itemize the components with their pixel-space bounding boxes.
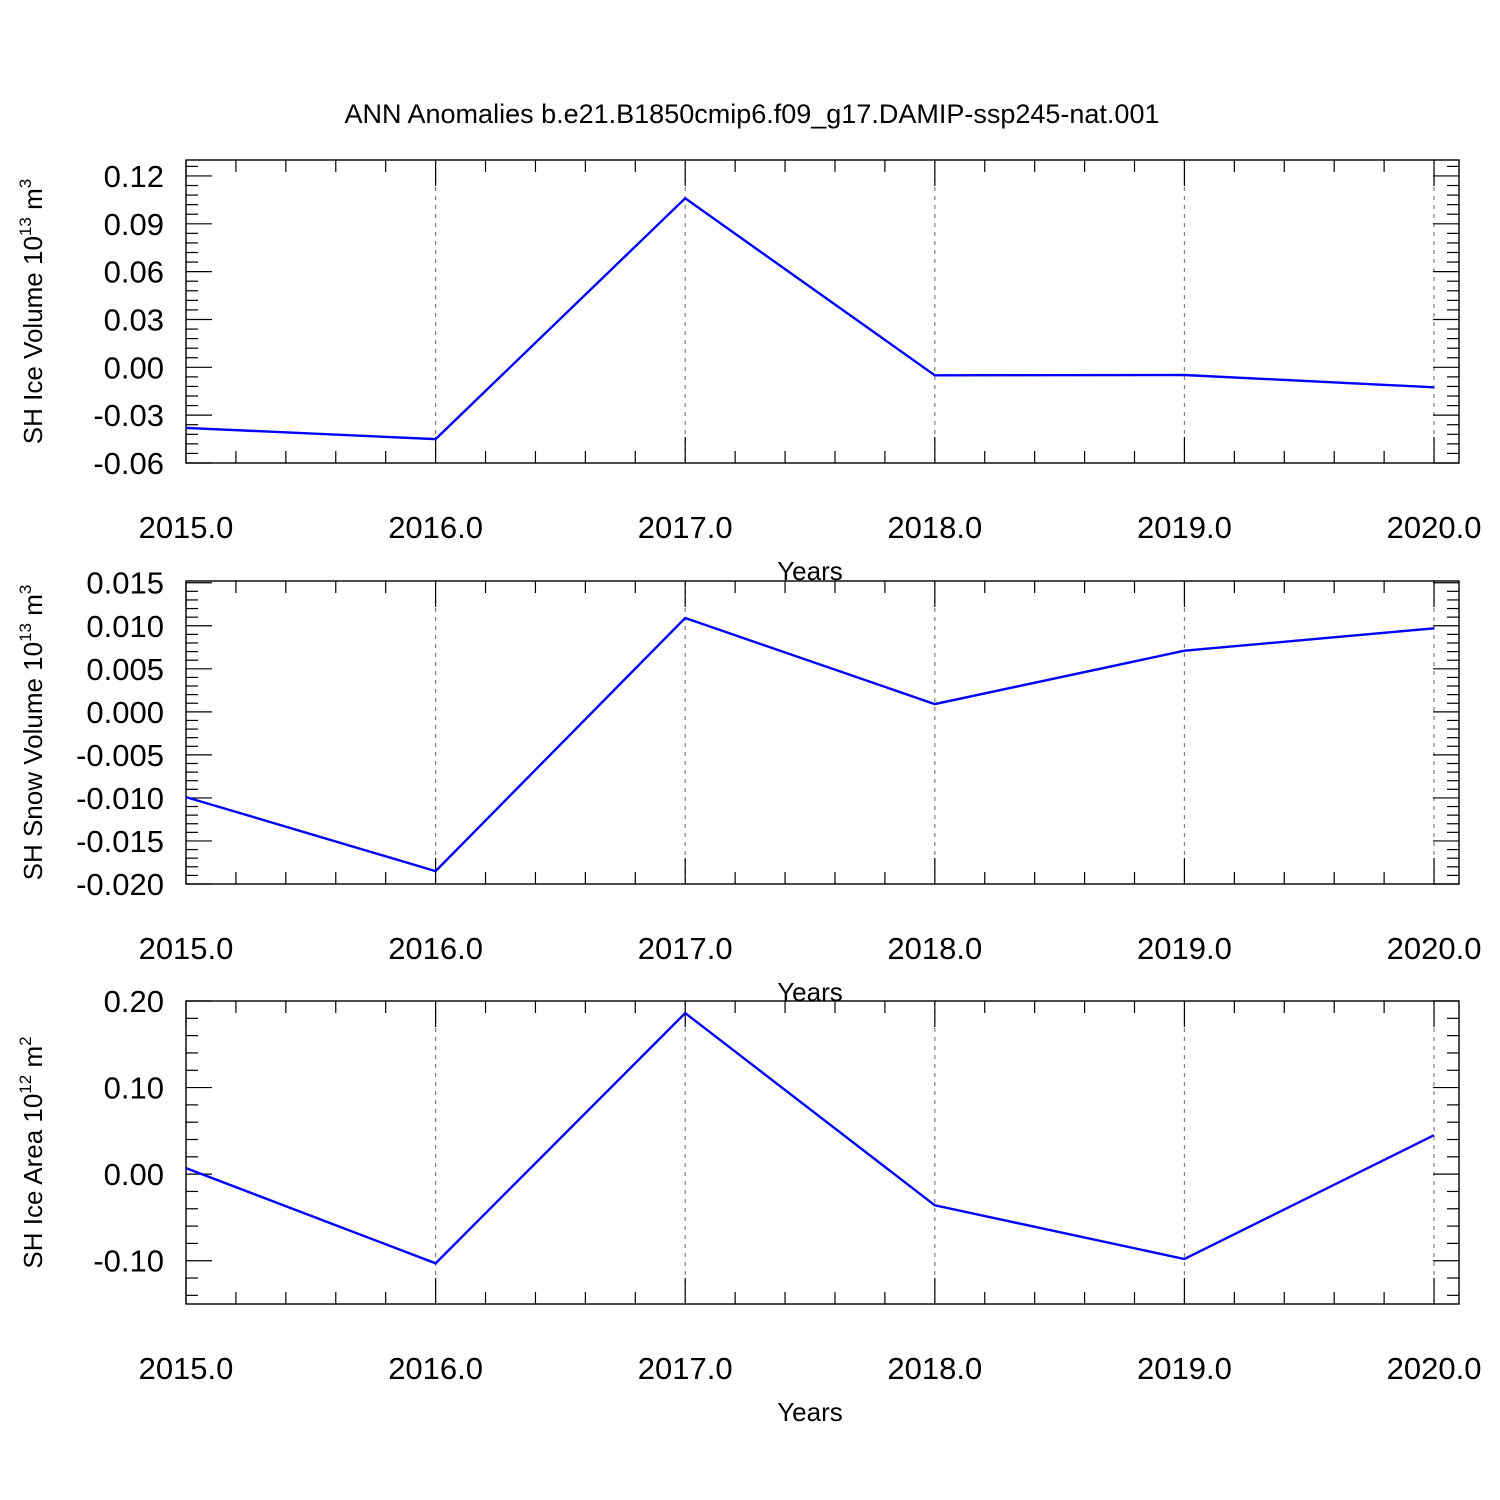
plot-frame <box>185 159 1460 464</box>
x-tick-label: 2019.0 <box>1137 510 1232 545</box>
y-tick-label: -0.010 <box>76 781 164 816</box>
y-tick-label: 0.00 <box>104 1157 164 1192</box>
panels: -0.06 -0.03 0.00 0.03 0.06 0.09 0.12 2015.0 2016… <box>16 159 1481 1427</box>
plot-frame <box>185 1000 1460 1305</box>
y-axis-title: SH Ice Area 1012 m2 <box>16 1036 48 1268</box>
y-tick-label: 0.20 <box>104 984 164 1019</box>
x-tick-label: 2015.0 <box>139 1351 234 1386</box>
series-line <box>185 196 1435 441</box>
panel-1: -0.06 -0.03 0.00 0.03 0.06 0.09 0.12 2015.0 2016… <box>16 159 1481 586</box>
y-tick-label: -0.10 <box>93 1244 164 1279</box>
y-tick-label: 0.00 <box>104 350 164 385</box>
plot-frame <box>185 580 1460 885</box>
panel-3: -0.10 0.00 0.10 0.20 2015.0 2016.0 2017.0 2018.… <box>16 984 1481 1427</box>
x-tick-label: 2018.0 <box>887 1351 982 1386</box>
x-tick-label: 2020.0 <box>1387 1351 1482 1386</box>
series-line <box>185 616 1435 873</box>
y-tick-label: -0.005 <box>76 738 164 773</box>
x-axis-title: Years <box>777 1397 843 1427</box>
x-tick-label: 2015.0 <box>139 510 234 545</box>
y-tick-label: 0.015 <box>86 566 164 601</box>
y-tick-label: 0.12 <box>104 159 164 194</box>
y-axis-title: SH Ice Volume 1013 m3 <box>16 179 48 444</box>
x-tick-label: 2020.0 <box>1387 931 1482 966</box>
x-tick-label: 2019.0 <box>1137 1351 1232 1386</box>
x-tick-label: 2017.0 <box>638 1351 733 1386</box>
y-tick-label: 0.005 <box>86 652 164 687</box>
figure-title: ANN Anomalies b.e21.B1850cmip6.f09_g17.D… <box>345 99 1160 129</box>
y-tick-label: 0.03 <box>104 302 164 337</box>
y-tick-label: -0.015 <box>76 824 164 859</box>
x-tick-label: 2015.0 <box>139 931 234 966</box>
x-axis-title: Years <box>777 977 843 1007</box>
y-tick-label: 0.09 <box>104 207 164 242</box>
y-axis-title: SH Snow Volume 1013 m3 <box>16 585 48 881</box>
panel-2: -0.020 -0.015 -0.010 -0.005 0.000 0.005 0.010 0… <box>16 566 1481 1007</box>
y-tick-label: 0.10 <box>104 1071 164 1106</box>
x-tick-label: 2019.0 <box>1137 931 1232 966</box>
y-tick-label: 0.010 <box>86 609 164 644</box>
y-tick-label: -0.06 <box>93 446 164 481</box>
x-tick-label: 2020.0 <box>1387 510 1482 545</box>
y-tick-label: 0.06 <box>104 255 164 290</box>
x-tick-label: 2016.0 <box>388 931 483 966</box>
y-tick-label: -0.03 <box>93 398 164 433</box>
y-tick-label: -0.020 <box>76 867 164 902</box>
series-line <box>185 1011 1435 1265</box>
x-tick-label: 2017.0 <box>638 510 733 545</box>
y-tick-label: 0.000 <box>86 695 164 730</box>
x-tick-label: 2016.0 <box>388 510 483 545</box>
x-tick-label: 2018.0 <box>887 510 982 545</box>
x-tick-label: 2016.0 <box>388 1351 483 1386</box>
x-tick-label: 2018.0 <box>887 931 982 966</box>
x-tick-label: 2017.0 <box>638 931 733 966</box>
